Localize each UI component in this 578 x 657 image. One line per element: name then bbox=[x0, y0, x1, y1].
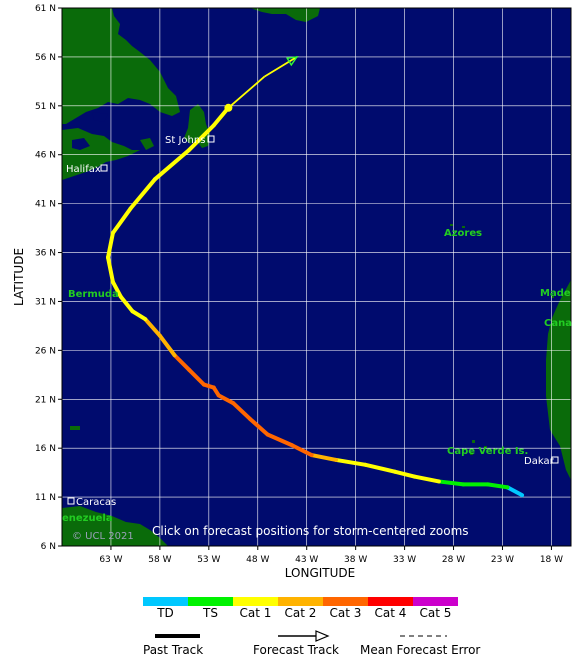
instruction-text: Click on forecast positions for storm-ce… bbox=[152, 524, 469, 538]
copyright-text: © UCL 2021 bbox=[72, 531, 134, 542]
lat-tick-label: 41 N bbox=[35, 200, 56, 210]
place-label-azores: Azores bbox=[444, 228, 482, 239]
y-axis-title: LATITUDE bbox=[12, 248, 26, 306]
lon-tick-label: 63 W bbox=[99, 555, 122, 565]
city-marker-st-johns bbox=[207, 135, 215, 143]
past-track-segment bbox=[485, 482, 510, 490]
lon-tick-label: 33 W bbox=[393, 555, 416, 565]
legend-category-label: Cat 4 bbox=[374, 606, 407, 620]
past-track-segment bbox=[231, 401, 252, 421]
lon-tick-label: 48 W bbox=[246, 555, 269, 565]
past-track-segment bbox=[143, 317, 162, 338]
lon-tick-label: 43 W bbox=[295, 555, 318, 565]
lat-tick-label: 11 N bbox=[35, 493, 56, 503]
city-marker-dakar bbox=[551, 456, 559, 464]
lon-tick-label: 58 W bbox=[148, 555, 171, 565]
forecast-end-arrow-icon[interactable] bbox=[285, 56, 299, 67]
place-label-madeira: Made bbox=[540, 288, 571, 299]
place-label-canary: Cana bbox=[544, 318, 572, 329]
legend-swatch bbox=[278, 597, 323, 606]
lat-tick-label: 6 N bbox=[41, 542, 56, 552]
lon-tick-label: 53 W bbox=[197, 555, 220, 565]
lat-tick-label: 61 N bbox=[35, 4, 56, 14]
legend-swatch bbox=[368, 597, 413, 606]
past-track-segment bbox=[334, 457, 368, 467]
city-labels: St Johns Halifax Dakar Caracas bbox=[66, 135, 559, 508]
x-axis-title: LONGITUDE bbox=[285, 566, 355, 580]
legend-swatch bbox=[233, 597, 278, 606]
past-track-segment bbox=[187, 367, 206, 387]
lat-tick-label: 36 N bbox=[35, 249, 56, 259]
past-track-segment bbox=[363, 462, 397, 474]
legend-category-label: Cat 3 bbox=[329, 606, 362, 620]
past-track-segment bbox=[106, 255, 115, 284]
past-track-segment bbox=[290, 443, 314, 458]
storm-track bbox=[106, 56, 525, 498]
lat-tick-label: 16 N bbox=[35, 444, 56, 454]
past-track-segment bbox=[110, 206, 133, 235]
land-africa bbox=[546, 280, 571, 480]
past-track-segment bbox=[110, 279, 123, 299]
past-track-segment bbox=[152, 147, 192, 182]
city-marker-halifax bbox=[100, 164, 108, 172]
past-track-segment bbox=[118, 294, 135, 314]
forecast-error-label: Mean Forecast Error bbox=[360, 643, 481, 657]
legend-category-label: Cat 1 bbox=[239, 606, 272, 620]
lat-tick-label: 56 N bbox=[35, 53, 56, 63]
past-track-segment bbox=[412, 474, 441, 484]
legend-category-label: TS bbox=[203, 606, 218, 620]
lon-tick-label: 28 W bbox=[442, 555, 465, 565]
past-track-segment bbox=[505, 485, 525, 498]
place-label-bermuda: Bermuda bbox=[68, 289, 119, 300]
past-track-segment bbox=[106, 230, 115, 260]
place-label-halifax: Halifax bbox=[66, 164, 101, 175]
past-track-segment bbox=[247, 416, 270, 437]
place-label-cape-verde: Cape Verde Is. bbox=[447, 446, 528, 457]
past-track-segment bbox=[172, 353, 192, 372]
city-marker-caracas bbox=[67, 497, 75, 505]
lon-tick-label: 18 W bbox=[540, 555, 563, 565]
legend-category-label: TD bbox=[157, 606, 174, 620]
past-track-segment bbox=[216, 393, 236, 406]
legend-category-label: Cat 5 bbox=[419, 606, 452, 620]
lat-tick-label: 31 N bbox=[35, 297, 56, 307]
past-track-segment bbox=[309, 453, 339, 462]
lon-tick-label: 38 W bbox=[344, 555, 367, 565]
forecast-track-label: Forecast Track bbox=[253, 643, 339, 657]
legend-swatch bbox=[143, 597, 188, 606]
legend-swatch bbox=[413, 597, 458, 606]
past-track-segment bbox=[130, 309, 148, 322]
place-label-venezuela: enezuela bbox=[62, 513, 113, 524]
legend-category-label: Cat 2 bbox=[284, 606, 317, 620]
lat-tick-label: 26 N bbox=[35, 346, 56, 356]
small-islands bbox=[450, 224, 559, 455]
longitude-tick-labels: 63 W 58 W 53 W 48 W 43 W 38 W 33 W 28 W 23 W 18 W bbox=[99, 546, 563, 565]
forecast-track-segment bbox=[264, 56, 298, 78]
past-track-label: Past Track bbox=[143, 643, 204, 657]
land-south-america bbox=[62, 426, 168, 546]
past-track-segment bbox=[157, 333, 177, 358]
place-label-st-johns: St Johns bbox=[165, 135, 205, 146]
past-track-segment bbox=[436, 479, 466, 487]
region-labels: Bermuda Azores Made Cana Cape Verde Is. … bbox=[62, 228, 572, 524]
legend-swatch bbox=[188, 597, 233, 606]
map-frame bbox=[61, 7, 572, 547]
place-label-caracas: Caracas bbox=[76, 497, 116, 508]
place-label-dakar: Dakar bbox=[524, 456, 555, 467]
past-track-segment bbox=[187, 123, 216, 152]
lat-tick-label: 21 N bbox=[35, 395, 56, 405]
past-track-segment bbox=[392, 469, 417, 479]
past-track-segment bbox=[128, 177, 157, 211]
forecast-position-marker[interactable] bbox=[224, 103, 233, 112]
past-track-segment bbox=[265, 432, 295, 448]
forecast-arrow-icon bbox=[315, 630, 330, 642]
lat-tick-label: 46 N bbox=[35, 151, 56, 161]
legend-swatch bbox=[323, 597, 368, 606]
land-north-america bbox=[62, 8, 320, 180]
lat-tick-label: 51 N bbox=[35, 102, 56, 112]
forecast-track-segment bbox=[227, 75, 266, 109]
lon-tick-label: 23 W bbox=[491, 555, 514, 565]
latitude-tick-labels: 61 N 56 N 51 N 46 N 41 N 36 N 31 N 26 N 21 N 16 N… bbox=[35, 4, 62, 552]
